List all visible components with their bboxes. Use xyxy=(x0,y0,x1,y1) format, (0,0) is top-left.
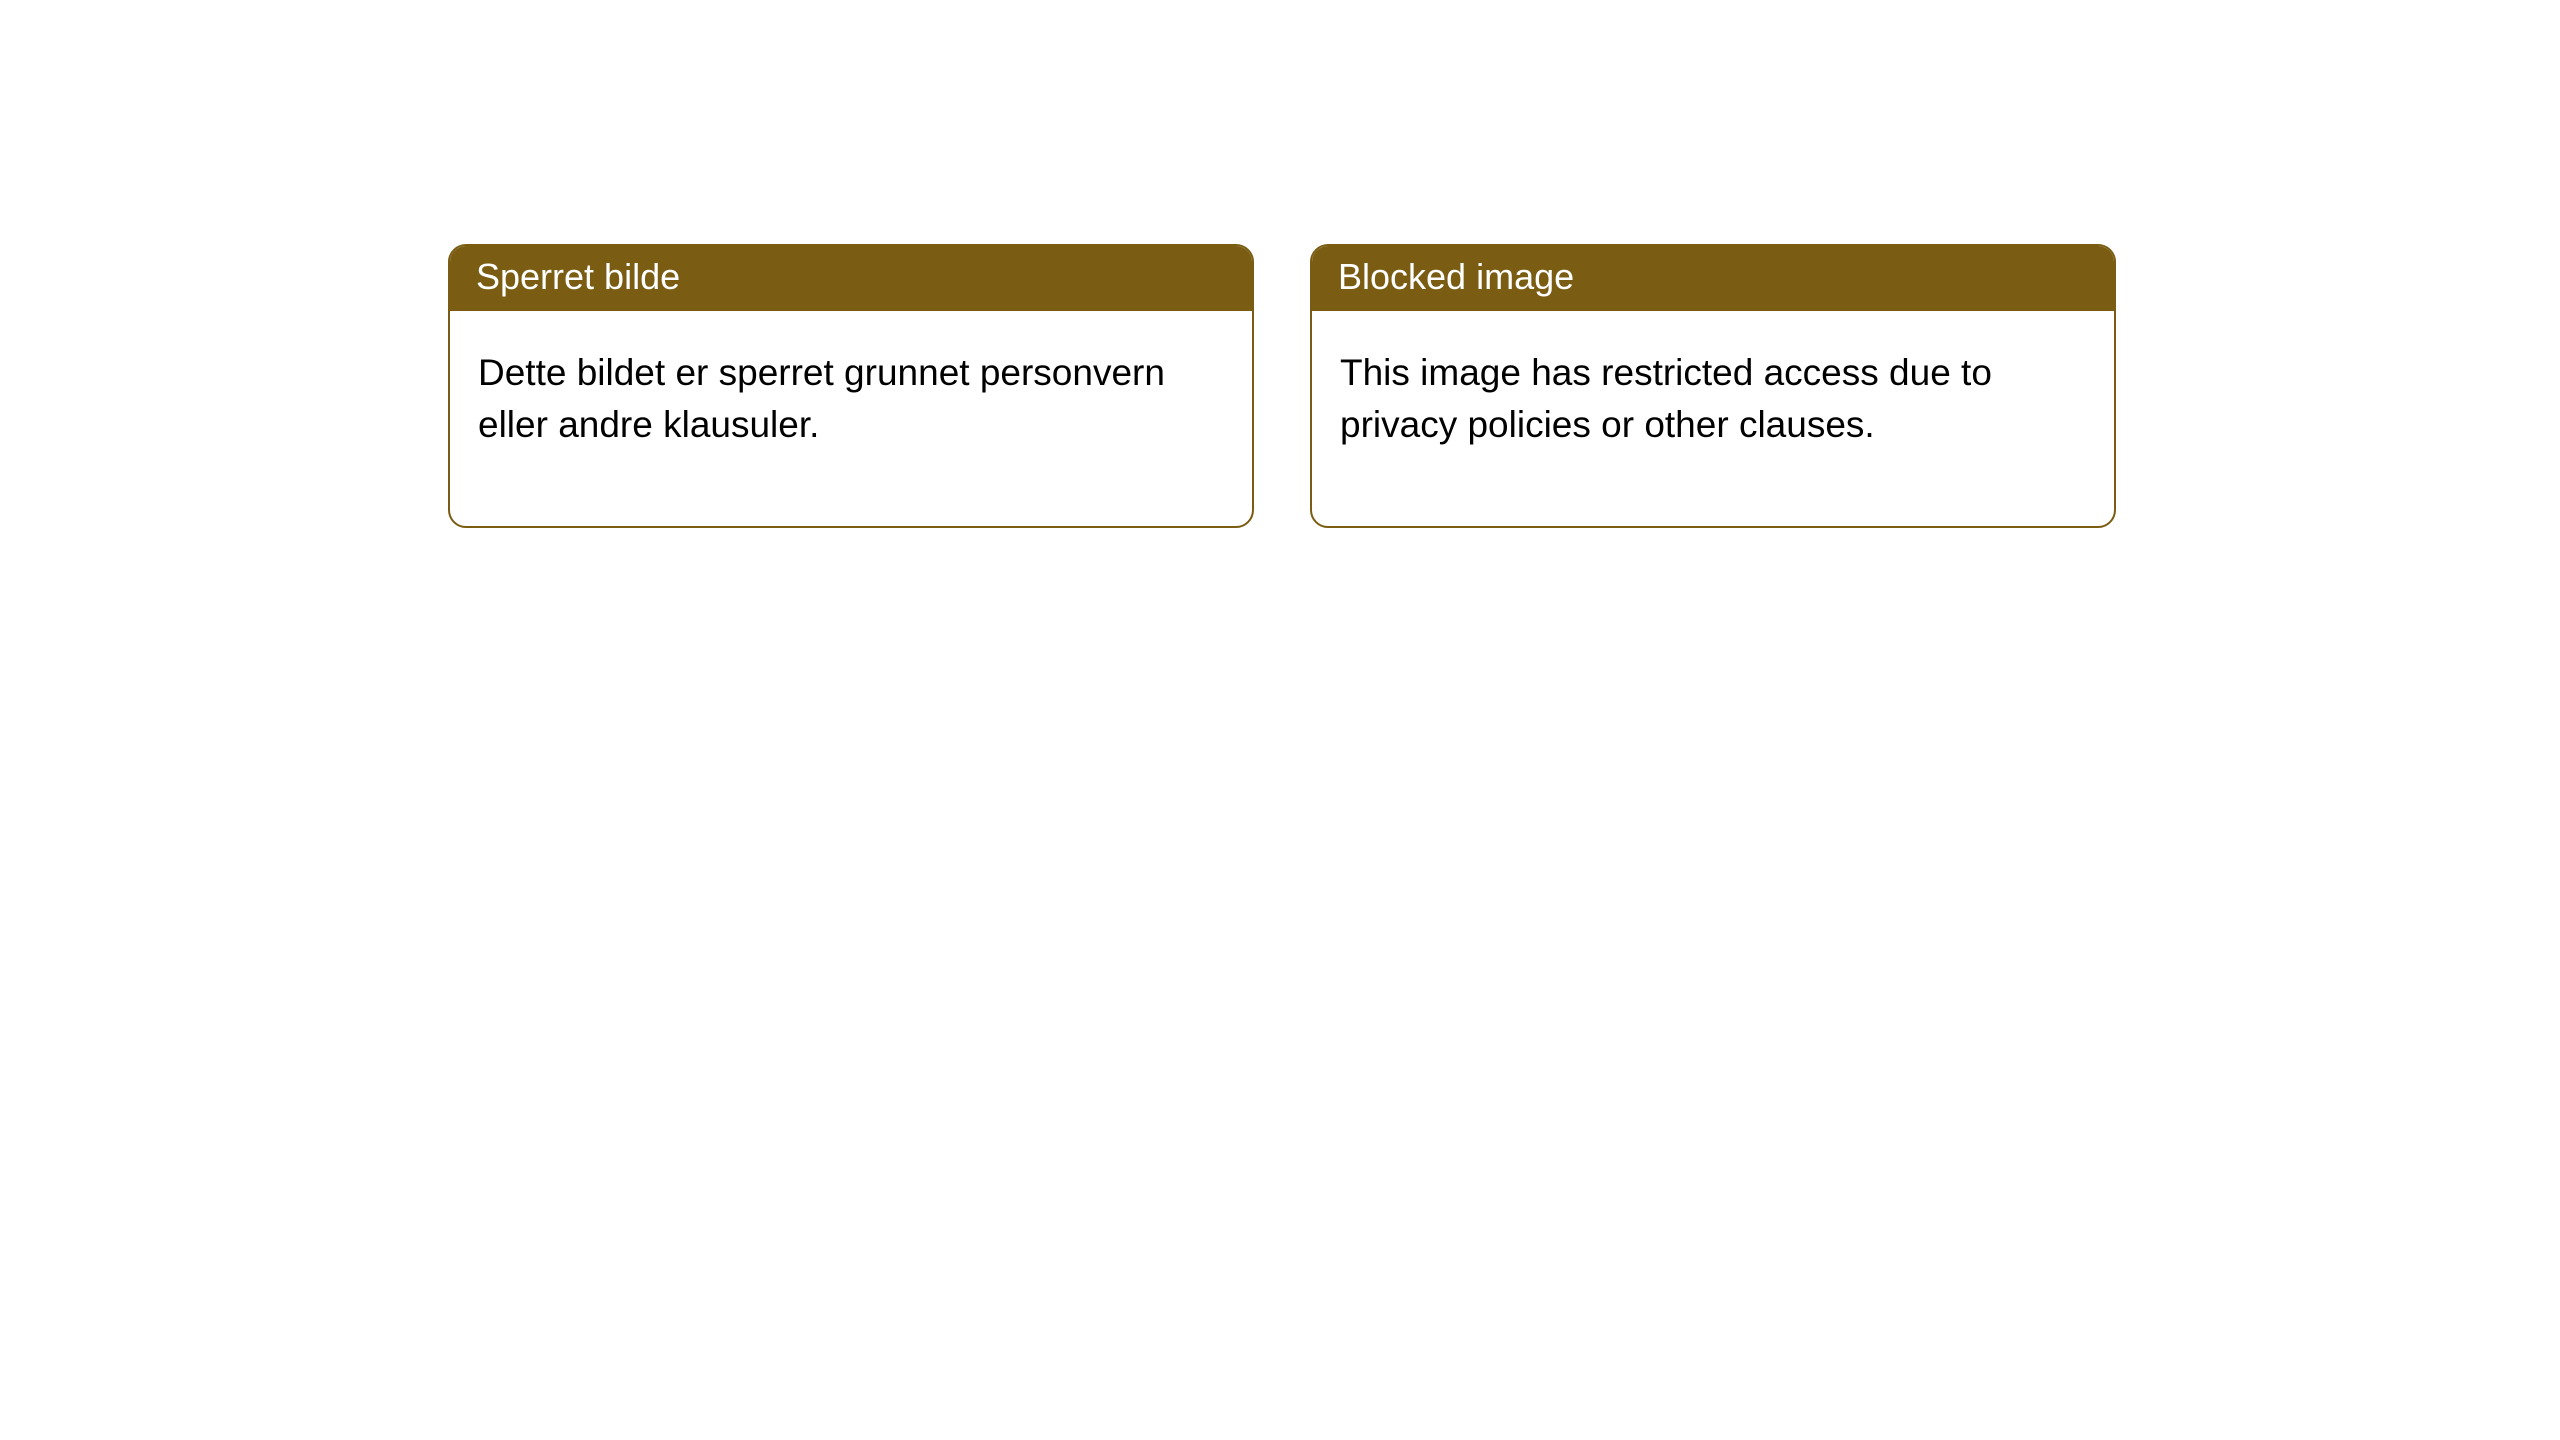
notice-header: Sperret bilde xyxy=(450,246,1252,311)
notice-body: This image has restricted access due to … xyxy=(1312,311,2114,527)
notice-card-english: Blocked image This image has restricted … xyxy=(1310,244,2116,528)
notice-container: Sperret bilde Dette bildet er sperret gr… xyxy=(0,0,2560,528)
notice-card-norwegian: Sperret bilde Dette bildet er sperret gr… xyxy=(448,244,1254,528)
notice-header: Blocked image xyxy=(1312,246,2114,311)
notice-body: Dette bildet er sperret grunnet personve… xyxy=(450,311,1252,527)
